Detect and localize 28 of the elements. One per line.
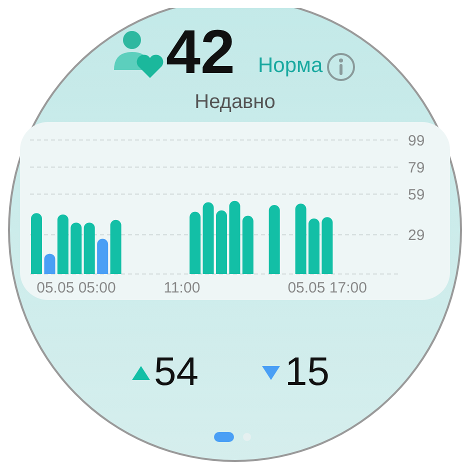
bar	[57, 214, 68, 274]
bar	[84, 222, 95, 274]
bar	[190, 212, 201, 274]
bar	[295, 204, 306, 274]
bar	[44, 254, 56, 274]
y-tick-label: 29	[408, 227, 425, 244]
chart-subtitle: Недавно	[194, 91, 276, 114]
bar	[31, 213, 42, 274]
x-tick-label: 05.05 05:00	[36, 280, 116, 297]
bar	[229, 200, 240, 274]
y-tick-label: 79	[408, 159, 425, 176]
bar	[110, 220, 122, 274]
bar	[322, 217, 333, 274]
bar	[202, 202, 214, 274]
bar	[70, 222, 82, 274]
text: 15	[285, 350, 330, 395]
bar	[216, 210, 227, 274]
x-tick-label: 05.05 17:00	[288, 280, 367, 297]
chart-title: 42	[166, 18, 235, 88]
x-tick-label: 11:00	[164, 280, 200, 297]
bar	[268, 204, 280, 274]
bar	[308, 218, 320, 274]
bar	[242, 216, 254, 274]
text: 54	[154, 350, 198, 395]
y-tick-label: 99	[408, 132, 425, 150]
text: Норма	[258, 54, 323, 78]
bar	[97, 238, 108, 274]
y-tick-label: 59	[408, 186, 425, 204]
